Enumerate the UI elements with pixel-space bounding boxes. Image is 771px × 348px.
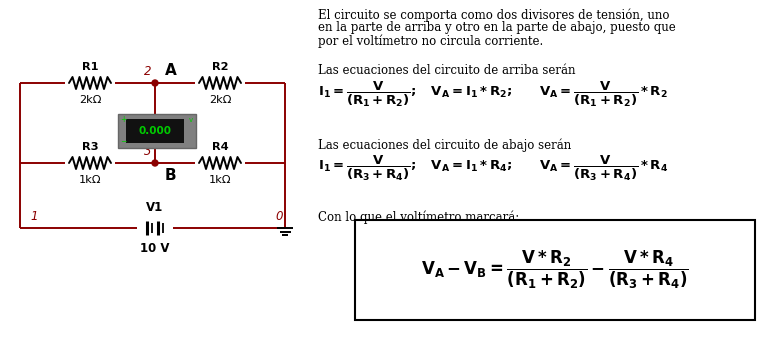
- Text: $\mathbf{I_1 = \dfrac{V}{(R_1+R_2)}}$$\mathbf{;}$   $\mathbf{V_A = I_1 * R_2;}$ : $\mathbf{I_1 = \dfrac{V}{(R_1+R_2)}}$$\m…: [318, 80, 668, 109]
- Text: R2: R2: [212, 62, 228, 72]
- Bar: [355, 220, 755, 320]
- Text: Con lo que el voltímetro marcará:: Con lo que el voltímetro marcará:: [318, 210, 519, 223]
- Text: 0: 0: [275, 210, 283, 223]
- Bar: [126, 119, 184, 143]
- Text: A: A: [165, 63, 177, 78]
- Text: V1: V1: [146, 201, 163, 214]
- Text: −: −: [120, 137, 126, 147]
- Text: 2: 2: [143, 65, 151, 78]
- Circle shape: [152, 160, 158, 166]
- Text: 2kΩ: 2kΩ: [209, 95, 231, 105]
- Text: R4: R4: [212, 142, 228, 152]
- Text: por el voltímetro no circula corriente.: por el voltímetro no circula corriente.: [318, 34, 544, 47]
- Text: 1kΩ: 1kΩ: [79, 175, 101, 185]
- Text: El circuito se comporta como dos divisores de tensión, uno: El circuito se comporta como dos divisor…: [318, 8, 669, 22]
- Text: 0.000: 0.000: [139, 126, 171, 136]
- Bar: [118, 114, 196, 148]
- Text: $\mathbf{V_A - V_B = \dfrac{V * R_2}{(R_1 + R_2)} - \dfrac{V * R_4}{(R_3 + R_4)}: $\mathbf{V_A - V_B = \dfrac{V * R_2}{(R_…: [421, 249, 689, 291]
- Text: 3: 3: [143, 145, 151, 158]
- Text: 1: 1: [30, 210, 38, 223]
- Text: Las ecuaciones del circuito de abajo serán: Las ecuaciones del circuito de abajo ser…: [318, 138, 571, 151]
- Text: 10 V: 10 V: [140, 242, 170, 255]
- Text: +: +: [120, 116, 126, 125]
- Text: $\mathbf{I_1 = \dfrac{V}{(R_3+R_4)}}$$\mathbf{;}$   $\mathbf{V_A = I_1 * R_4;}$ : $\mathbf{I_1 = \dfrac{V}{(R_3+R_4)}}$$\m…: [318, 154, 668, 183]
- Text: en la parte de arriba y otro en la parte de abajo, puesto que: en la parte de arriba y otro en la parte…: [318, 21, 675, 34]
- Text: R1: R1: [82, 62, 98, 72]
- Text: B: B: [165, 168, 177, 183]
- Text: 2kΩ: 2kΩ: [79, 95, 101, 105]
- Text: Las ecuaciones del circuito de arriba serán: Las ecuaciones del circuito de arriba se…: [318, 64, 575, 77]
- Text: v: v: [189, 117, 193, 123]
- Text: R3: R3: [82, 142, 99, 152]
- Circle shape: [152, 80, 158, 86]
- Text: 1kΩ: 1kΩ: [209, 175, 231, 185]
